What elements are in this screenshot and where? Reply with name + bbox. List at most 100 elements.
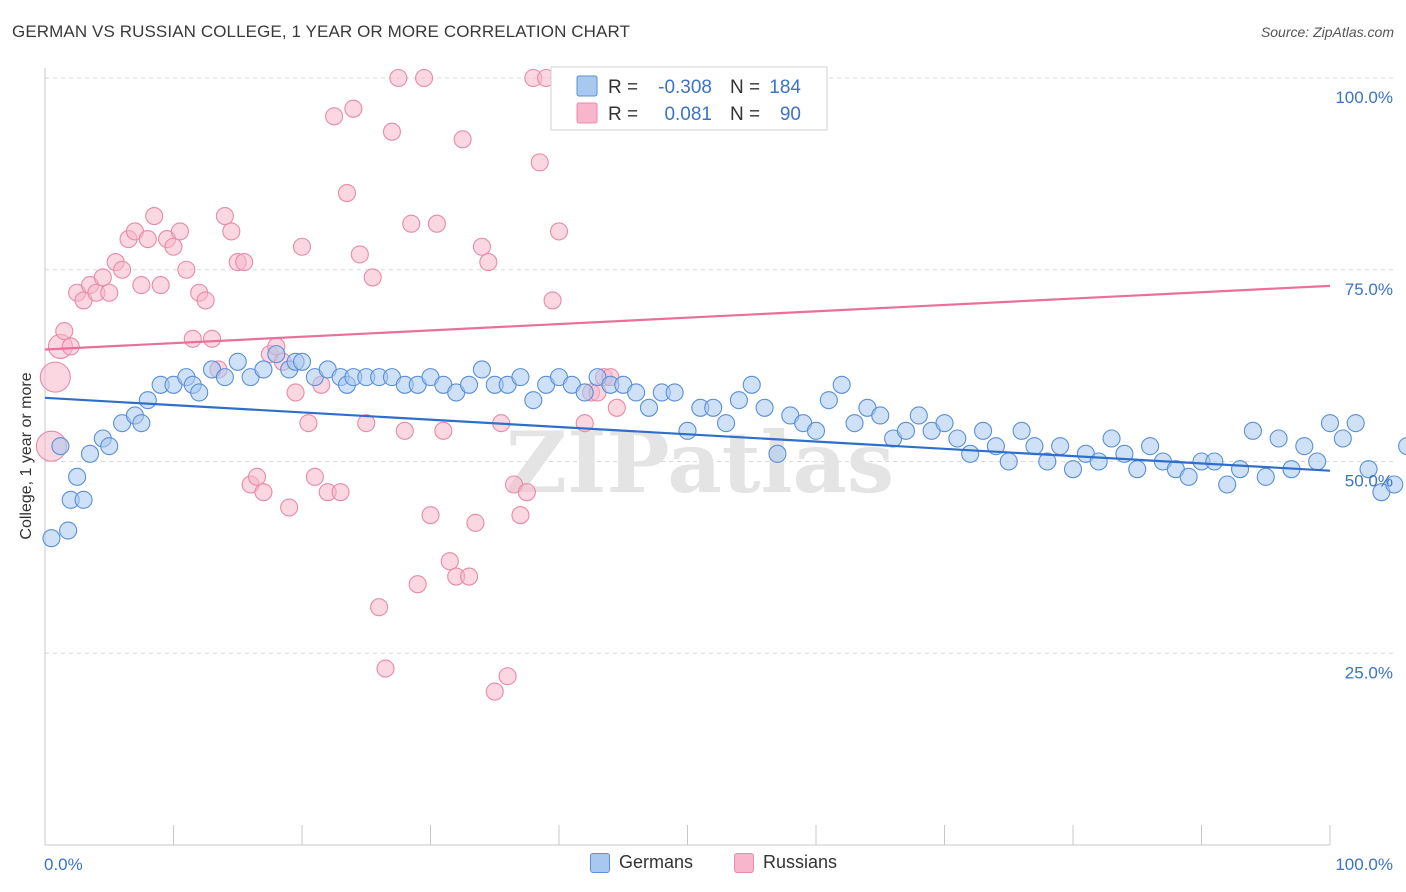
german-point xyxy=(1231,460,1250,479)
russian-point xyxy=(280,498,299,517)
russian-point xyxy=(183,329,202,348)
russian-point xyxy=(402,214,421,233)
german-point xyxy=(999,452,1018,471)
source-credit: Source: ZipAtlas.com xyxy=(1260,24,1394,40)
russian-point xyxy=(517,483,536,502)
n-value: 184 xyxy=(769,77,801,98)
russian-point xyxy=(305,467,324,486)
german-point xyxy=(575,383,594,402)
legend-label-russians: Russians xyxy=(763,852,838,872)
germans-trend-line xyxy=(44,396,1331,472)
russian-point xyxy=(254,483,273,502)
x-tick-labels: 0.0% 100.0% xyxy=(44,855,1393,874)
r-label: R = xyxy=(608,104,638,125)
german-point xyxy=(59,521,78,540)
russian-point xyxy=(607,398,626,417)
german-point xyxy=(1012,421,1031,440)
german-point xyxy=(755,398,774,417)
german-point xyxy=(524,391,543,410)
legend-item-russians[interactable]: Russians xyxy=(734,852,837,873)
german-point xyxy=(80,444,100,463)
german-point xyxy=(1269,429,1288,448)
russian-point xyxy=(466,513,485,532)
german-point xyxy=(819,391,838,410)
russian-point xyxy=(325,107,344,126)
russian-point xyxy=(415,68,434,88)
russian-point xyxy=(337,184,357,203)
russian-point xyxy=(389,68,408,88)
german-point xyxy=(267,345,286,364)
german-point xyxy=(1128,460,1147,479)
r-value: 0.081 xyxy=(664,104,712,125)
german-point xyxy=(1205,452,1224,471)
german-point xyxy=(1295,437,1314,456)
german-point xyxy=(100,437,119,456)
russian-point xyxy=(434,421,453,440)
trend-lines xyxy=(44,284,1331,472)
german-point xyxy=(704,398,723,417)
german-point xyxy=(832,375,851,394)
russian-point xyxy=(286,383,305,402)
russian-point xyxy=(222,222,241,241)
r-value: -0.308 xyxy=(658,77,712,98)
russian-point xyxy=(344,99,363,118)
german-point xyxy=(254,360,273,379)
russian-point xyxy=(459,567,479,586)
russian-point xyxy=(408,575,427,594)
russians-points xyxy=(35,68,626,701)
german-point xyxy=(948,429,967,448)
german-point xyxy=(716,414,736,433)
russian-point xyxy=(485,682,504,701)
russian-point xyxy=(235,253,254,272)
german-point xyxy=(1102,429,1121,448)
russian-point xyxy=(395,421,414,440)
german-point xyxy=(292,352,312,371)
german-point xyxy=(1346,414,1365,433)
german-point xyxy=(190,383,209,402)
x-tick-label: 0.0% xyxy=(44,855,83,874)
legend-label-germans: Germans xyxy=(619,852,694,872)
legend-item-germans[interactable]: Germans xyxy=(590,852,693,873)
german-point xyxy=(1385,475,1404,494)
german-point xyxy=(1308,452,1327,471)
german-point xyxy=(228,352,247,371)
russian-point xyxy=(196,291,215,310)
russian-point xyxy=(472,237,491,256)
russian-point xyxy=(376,659,395,678)
german-point xyxy=(1359,460,1378,479)
y-tick-label: 50.0% xyxy=(1345,472,1393,491)
german-point xyxy=(768,444,787,463)
german-point xyxy=(871,406,890,425)
german-point xyxy=(665,383,684,402)
german-point xyxy=(961,444,980,463)
german-point xyxy=(1051,437,1070,456)
german-point xyxy=(1179,467,1198,486)
russian-point xyxy=(357,414,376,433)
german-point xyxy=(42,529,61,548)
russian-point xyxy=(549,222,569,241)
german-point xyxy=(1141,437,1160,456)
german-point xyxy=(627,383,646,402)
german-point xyxy=(845,414,864,433)
german-point xyxy=(729,391,748,410)
russian-point xyxy=(479,253,498,272)
russian-point xyxy=(543,291,562,310)
russians-swatch xyxy=(734,852,754,873)
x-tick-label: 100.0% xyxy=(1335,855,1393,874)
germans-points xyxy=(42,345,1406,548)
y-axis-title: College, 1 year or more xyxy=(18,372,35,540)
german-point xyxy=(1063,460,1083,479)
german-point xyxy=(68,467,87,486)
german-point xyxy=(1218,475,1237,494)
n-label: N = xyxy=(730,104,760,125)
german-point xyxy=(639,398,659,417)
german-point xyxy=(51,437,70,456)
n-value: 90 xyxy=(780,104,801,125)
german-point xyxy=(1256,467,1275,486)
russian-point xyxy=(113,260,132,279)
russian-point xyxy=(511,506,530,525)
russian-point xyxy=(453,130,472,149)
watermark: ZIPatlas xyxy=(506,413,894,512)
german-point xyxy=(1089,452,1108,471)
